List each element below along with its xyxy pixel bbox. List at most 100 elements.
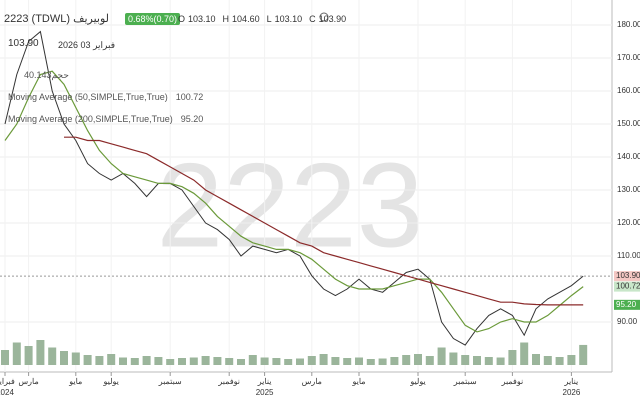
volume-bar bbox=[142, 356, 151, 365]
x-tick-label: يناير bbox=[564, 377, 579, 386]
y-tick-label: 170.00 bbox=[617, 53, 640, 62]
volume-bar bbox=[343, 358, 352, 365]
volume-bar bbox=[508, 350, 517, 365]
ohlc-value: 104.60 bbox=[232, 14, 260, 24]
change: 0.68%(0.70) bbox=[125, 13, 181, 25]
indicator-name: Moving Average (200,SIMPLE,True,True) bbox=[8, 114, 173, 124]
volume-bar bbox=[355, 357, 363, 365]
ma-tag: 95.20 bbox=[616, 300, 637, 309]
y-tick-label: 140.00 bbox=[617, 152, 640, 161]
ma-tag-bg bbox=[614, 299, 640, 310]
symbol: 2223 (TDWL) bbox=[4, 13, 71, 25]
indicator-name: حجم bbox=[51, 70, 69, 80]
volume-bar bbox=[260, 357, 269, 365]
volume-bar bbox=[272, 358, 281, 365]
indicator-row: حجم40.143 bbox=[24, 70, 77, 81]
ma-tag: 100.72 bbox=[616, 282, 640, 291]
y-tick-label: 180.00 bbox=[617, 20, 640, 29]
volume-bar bbox=[543, 356, 552, 365]
volume-bar bbox=[425, 356, 434, 365]
volume-bar bbox=[201, 356, 210, 365]
price-box: 103.90 bbox=[8, 38, 39, 49]
volume-bar bbox=[213, 357, 222, 365]
ohlc-label: L bbox=[266, 14, 272, 24]
volume-bar bbox=[390, 357, 399, 365]
indicator-value: 100.72 bbox=[175, 92, 204, 102]
series-line bbox=[4, 70, 584, 333]
volume-bar bbox=[437, 347, 446, 365]
x-tick-label: مايو bbox=[68, 377, 82, 386]
volume-bar bbox=[95, 356, 104, 365]
ohlc-label: C bbox=[309, 14, 316, 24]
x-year-label: 2025 bbox=[256, 388, 274, 397]
ohlc-value: 103.10 bbox=[188, 14, 216, 24]
price-tag: 103.90 bbox=[616, 271, 640, 280]
volume-bar bbox=[284, 359, 293, 365]
date: فبراير 03 2026 bbox=[58, 40, 116, 50]
volume-bar bbox=[520, 342, 529, 365]
volume-bar bbox=[119, 357, 127, 365]
y-tick-label: 110.00 bbox=[617, 251, 640, 260]
x-year-label: 2024 bbox=[0, 388, 14, 397]
x-tick-label: سبتمبر bbox=[158, 377, 182, 386]
volume-bar bbox=[154, 357, 163, 365]
ohlc-label: O bbox=[178, 14, 186, 24]
volume-bar bbox=[378, 358, 387, 365]
ohlc-label: H bbox=[222, 14, 230, 24]
volume-bar bbox=[36, 340, 45, 365]
name: لوبيريف bbox=[73, 13, 110, 25]
ohlc-value: 103.10 bbox=[274, 14, 303, 24]
volume-bar bbox=[225, 358, 234, 365]
x-tick-label: فبراير bbox=[0, 377, 15, 386]
y-tick-label: 160.00 bbox=[617, 86, 640, 95]
volume-bar bbox=[60, 351, 68, 365]
indicator-row: Moving Average (200,SIMPLE,True,True) 95.… bbox=[8, 114, 203, 124]
volume-bar bbox=[402, 355, 411, 365]
x-tick-label: يوليو bbox=[103, 377, 119, 386]
volume-bar bbox=[107, 354, 116, 365]
x-tick-label: يوليو bbox=[409, 377, 425, 386]
volume-bar bbox=[166, 359, 175, 365]
indicator-value: 95.20 bbox=[180, 114, 204, 124]
y-tick-label: 130.00 bbox=[617, 185, 640, 194]
volume-bar bbox=[307, 356, 316, 365]
volume-bar bbox=[461, 355, 470, 365]
x-tick-label: نوفمبر bbox=[501, 377, 524, 386]
indicator-value: 40.143 bbox=[24, 70, 52, 80]
volume-bar bbox=[449, 352, 458, 365]
x-year-label: 2026 bbox=[563, 388, 581, 397]
series-line bbox=[4, 30, 584, 346]
ohlc-value: 103.90 bbox=[318, 14, 347, 24]
volume-bar bbox=[319, 354, 328, 365]
volume-bar bbox=[532, 354, 540, 365]
x-tick-label: مايو bbox=[351, 377, 365, 386]
x-tick-label: نوفمبر bbox=[217, 377, 240, 386]
volume-bar bbox=[473, 356, 481, 365]
price-tag-bg bbox=[614, 271, 640, 282]
y-tick-label: 120.00 bbox=[617, 218, 640, 227]
y-tick-label: 150.00 bbox=[617, 119, 640, 128]
volume-bar bbox=[296, 358, 304, 365]
volume-bar bbox=[71, 352, 80, 365]
x-tick-label: مارس bbox=[18, 377, 38, 386]
volume-bar bbox=[496, 357, 505, 365]
x-tick-label: مارس bbox=[302, 377, 322, 386]
volume-bar bbox=[12, 342, 21, 365]
volume-bar bbox=[414, 354, 422, 365]
indicator-name: Moving Average (50,SIMPLE,True,True) bbox=[8, 92, 168, 102]
ohlc: O 103.10 H 104.60 L 103.10 C 103.90 bbox=[178, 14, 353, 24]
volume-bar bbox=[83, 355, 92, 365]
volume-bar bbox=[579, 344, 588, 365]
volume-bar bbox=[484, 357, 493, 365]
volume-bar bbox=[237, 359, 245, 365]
volume-bar bbox=[189, 357, 198, 365]
x-tick-label: يناير bbox=[257, 377, 272, 386]
volume-bar bbox=[366, 359, 375, 365]
volume-bar bbox=[555, 357, 564, 365]
volume-bar bbox=[248, 355, 257, 365]
y-tick-label: 90.00 bbox=[617, 317, 638, 326]
volume-bar bbox=[331, 357, 340, 365]
volume-bar bbox=[1, 350, 9, 365]
